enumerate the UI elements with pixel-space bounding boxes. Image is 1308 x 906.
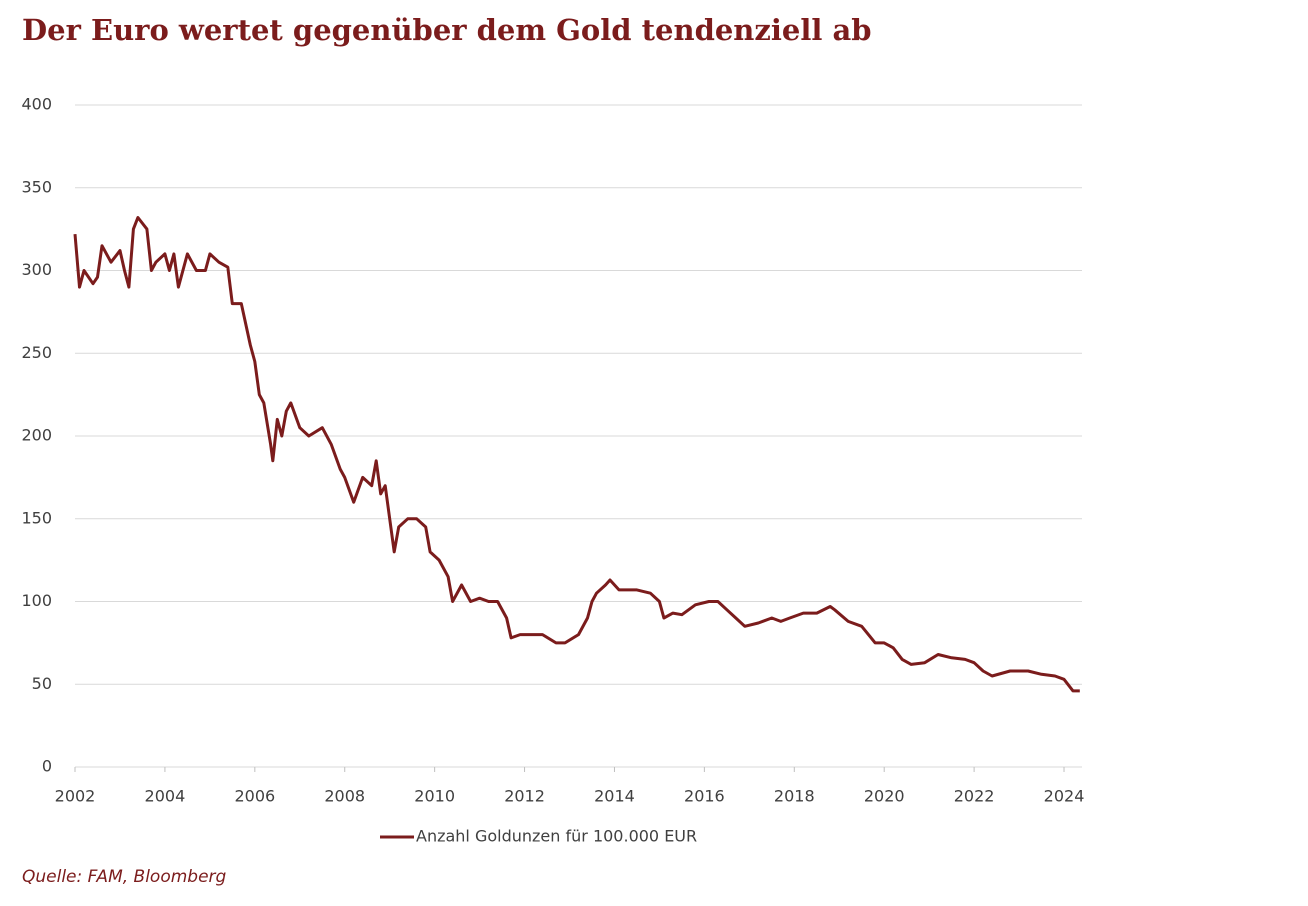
x-tick-label: 2018 (774, 787, 815, 806)
y-tick-label: 200 (21, 426, 52, 445)
x-tick-label: 2024 (1044, 787, 1085, 806)
y-tick-label: 400 (21, 95, 52, 114)
x-tick-label: 2006 (234, 787, 275, 806)
chart-title: Der Euro wertet gegenüber dem Gold tende… (22, 13, 872, 47)
y-tick-label: 50 (32, 674, 52, 693)
source: Quelle: FAM, Bloomberg (22, 867, 227, 887)
x-tick-label: 2002 (55, 787, 96, 806)
x-tick-label: 2012 (504, 787, 545, 806)
legend-label: Anzahl Goldunzen für 100.000 EUR (416, 827, 697, 846)
y-tick-label: 0 (42, 757, 52, 776)
x-tick-label: 2016 (684, 787, 725, 806)
x-tick-label: 2014 (594, 787, 635, 806)
y-tick-label: 150 (21, 508, 52, 527)
x-tick-label: 2008 (324, 787, 365, 806)
y-tick-label: 350 (21, 177, 52, 196)
y-tick-label: 100 (21, 591, 52, 610)
data-line (73, 216, 1080, 693)
x-tick-label: 2010 (414, 787, 455, 806)
x-tick-label: 2004 (145, 787, 186, 806)
y-tick-label: 250 (21, 343, 52, 362)
x-tick-label: 2020 (864, 787, 905, 806)
y-tick-label: 300 (21, 260, 52, 279)
x-tick-label: 2022 (954, 787, 995, 806)
